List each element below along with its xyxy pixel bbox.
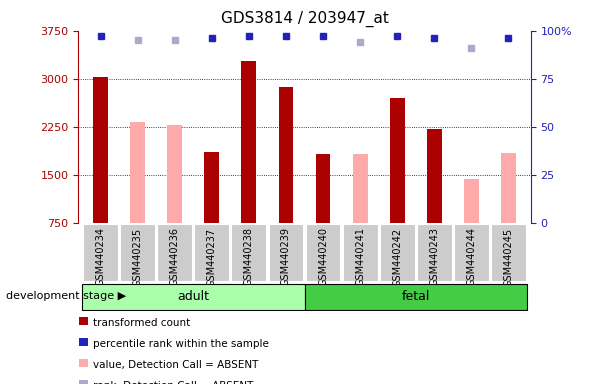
Bar: [305, 284, 527, 310]
Bar: [279, 87, 294, 223]
Bar: [454, 224, 489, 281]
Bar: [491, 224, 526, 281]
Text: fetal: fetal: [402, 290, 430, 303]
Bar: [268, 224, 303, 281]
Text: GSM440245: GSM440245: [504, 227, 513, 286]
Text: GSM440243: GSM440243: [429, 227, 439, 286]
Text: GSM440242: GSM440242: [392, 227, 402, 286]
Bar: [130, 122, 145, 223]
Bar: [120, 224, 155, 281]
Bar: [315, 154, 330, 223]
Bar: [464, 179, 479, 223]
Text: development stage ▶: development stage ▶: [6, 291, 126, 301]
Text: transformed count: transformed count: [93, 318, 191, 328]
Text: GSM440239: GSM440239: [281, 227, 291, 286]
Bar: [204, 152, 219, 223]
Bar: [306, 224, 341, 281]
Bar: [380, 224, 415, 281]
Bar: [83, 224, 118, 281]
Text: adult: adult: [177, 290, 209, 303]
Text: GSM440235: GSM440235: [133, 227, 143, 286]
Bar: [93, 77, 108, 223]
Bar: [417, 224, 452, 281]
Title: GDS3814 / 203947_at: GDS3814 / 203947_at: [221, 10, 388, 26]
Text: GSM440240: GSM440240: [318, 227, 328, 286]
Bar: [80, 317, 88, 325]
Text: GSM440236: GSM440236: [170, 227, 180, 286]
Bar: [232, 224, 267, 281]
Bar: [80, 338, 88, 346]
Text: percentile rank within the sample: percentile rank within the sample: [93, 339, 270, 349]
Bar: [343, 224, 377, 281]
Bar: [80, 380, 88, 384]
Bar: [82, 284, 305, 310]
Bar: [168, 125, 182, 223]
Bar: [241, 61, 256, 223]
Bar: [157, 224, 192, 281]
Text: rank, Detection Call = ABSENT: rank, Detection Call = ABSENT: [93, 381, 254, 384]
Text: GSM440234: GSM440234: [96, 227, 106, 286]
Text: value, Detection Call = ABSENT: value, Detection Call = ABSENT: [93, 360, 259, 370]
Bar: [427, 129, 441, 223]
Bar: [501, 153, 516, 223]
Text: GSM440241: GSM440241: [355, 227, 365, 286]
Bar: [80, 359, 88, 367]
Bar: [390, 98, 405, 223]
Text: GSM440244: GSM440244: [466, 227, 476, 286]
Text: GSM440238: GSM440238: [244, 227, 254, 286]
Bar: [353, 154, 368, 223]
Text: GSM440237: GSM440237: [207, 227, 217, 286]
Bar: [194, 224, 229, 281]
